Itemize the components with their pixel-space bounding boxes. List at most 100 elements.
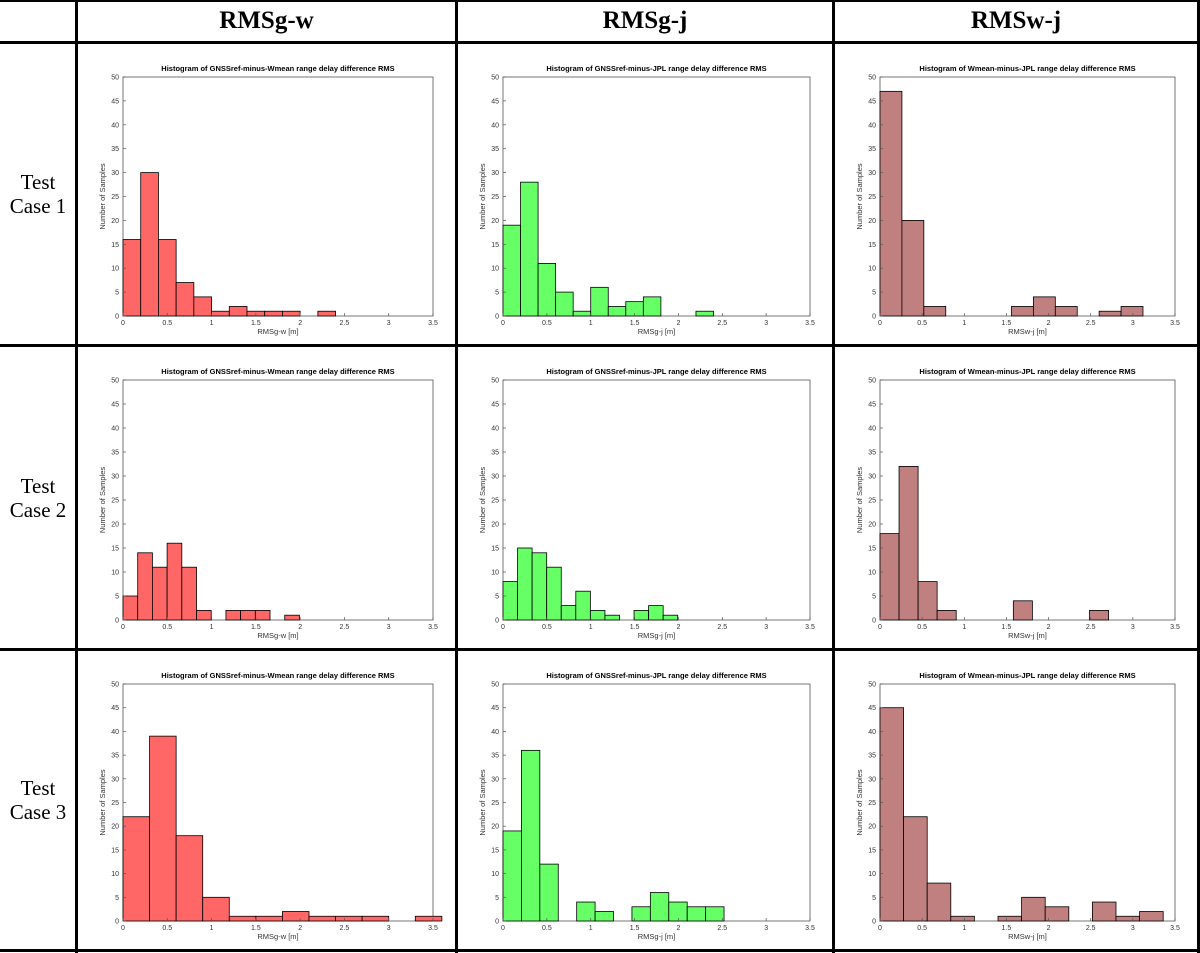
y-tick-label: 50 (491, 682, 499, 689)
y-tick-label: 10 (491, 570, 499, 577)
histogram-bar (254, 609, 271, 621)
y-tick-label: 20 (491, 522, 499, 529)
table-border-bottom (0, 949, 1200, 952)
histogram-bar (122, 595, 139, 621)
x-tick-label: 2 (676, 624, 680, 631)
y-tick-label: 20 (868, 218, 876, 225)
y-tick-label: 0 (495, 314, 499, 321)
histogram-bar (1044, 906, 1070, 922)
histogram-bar (335, 915, 363, 922)
histogram-bar (590, 286, 609, 317)
x-tick-label: 0 (878, 624, 882, 631)
x-tick-label: 2 (1047, 320, 1051, 327)
x-tick-label: 3.5 (1170, 925, 1180, 932)
x-tick-label: 1 (589, 925, 593, 932)
chart-title: Histogram of Wmean-minus-JPL range delay… (919, 64, 1135, 73)
histogram-bar (140, 172, 159, 317)
y-tick-label: 30 (491, 170, 499, 177)
y-axis-label: Number of Samples (855, 769, 864, 836)
x-tick-label: 0 (501, 925, 505, 932)
chart-cell-case-2-rms-w-j: Histogram of Wmean-minus-JPL range delay… (835, 347, 1197, 648)
histogram-bar (502, 830, 522, 922)
x-tick-label: 2 (1047, 624, 1051, 631)
histogram-bar (923, 306, 947, 317)
chart-cell-case-2-rms-g-w: Histogram of GNSSref-minus-Wmean range d… (78, 347, 455, 648)
row-header-line-1: Test (20, 473, 56, 498)
y-tick-label: 30 (868, 474, 876, 481)
y-tick-label: 30 (111, 776, 119, 783)
histogram-bar (950, 915, 975, 922)
histogram-bar (361, 915, 390, 922)
y-tick-label: 10 (491, 871, 499, 878)
x-tick-label: 1.5 (630, 925, 640, 932)
histogram-bar (122, 816, 150, 922)
y-tick-label: 20 (868, 824, 876, 831)
x-tick-label: 0 (878, 320, 882, 327)
table-border-right (1197, 0, 1200, 953)
histogram-bar (414, 915, 443, 922)
histogram-bar (137, 552, 153, 621)
chart-title: Histogram of GNSSref-minus-Wmean range d… (161, 367, 394, 376)
y-axis-label: Number of Samples (478, 467, 487, 534)
row-header-test-case-2: Test Case 2 (0, 347, 76, 648)
x-tick-label: 2.5 (1086, 320, 1096, 327)
y-tick-label: 0 (872, 314, 876, 321)
chart-title: Histogram of GNSSref-minus-Wmean range d… (161, 671, 394, 680)
x-tick-label: 3.5 (428, 925, 438, 932)
histogram-bar (517, 547, 533, 621)
table-rule-row-2 (0, 648, 1200, 651)
column-header-rms-g-w: RMSg-w (219, 7, 314, 34)
chart-title: Histogram of Wmean-minus-JPL range delay… (919, 671, 1135, 680)
histogram-bar (520, 181, 539, 317)
histogram-bar (1120, 306, 1144, 317)
y-tick-label: 5 (115, 290, 119, 297)
table-rule-row-1 (0, 344, 1200, 347)
table-border-top (0, 0, 1200, 2)
y-tick-label: 50 (111, 682, 119, 689)
histogram-bar (649, 892, 670, 922)
x-tick-label: 1 (962, 320, 966, 327)
x-tick-label: 0.5 (917, 925, 927, 932)
x-axis-label: RMSg-j [m] (638, 631, 676, 640)
y-tick-label: 25 (491, 194, 499, 201)
histogram-bar (1115, 915, 1141, 922)
histogram-bar (196, 609, 212, 621)
y-tick-label: 15 (111, 546, 119, 553)
histogram-chart: Histogram of GNSSref-minus-JPL range del… (478, 671, 815, 941)
y-tick-label: 20 (111, 218, 119, 225)
y-tick-label: 15 (491, 546, 499, 553)
histogram-bar (502, 224, 521, 317)
histogram-bar (175, 282, 195, 317)
histogram-bar (284, 614, 300, 621)
histogram-bar (1011, 306, 1034, 317)
x-tick-label: 1 (210, 925, 214, 932)
x-tick-label: 2.5 (717, 320, 727, 327)
table-rule-col-3 (832, 0, 835, 953)
chart-cell-case-1-rms-g-j: Histogram of GNSSref-minus-JPL range del… (458, 44, 832, 344)
table-rule-col-1 (75, 0, 78, 953)
histogram-bar (228, 915, 257, 922)
histogram-chart: Histogram of GNSSref-minus-Wmean range d… (98, 367, 438, 640)
histogram-bar (181, 566, 197, 621)
x-tick-label: 1 (962, 925, 966, 932)
histogram-bar (662, 614, 679, 621)
x-tick-label: 2.5 (340, 320, 350, 327)
y-axis-label: Number of Samples (855, 467, 864, 534)
histogram-bar (642, 296, 662, 317)
histogram-bar (686, 906, 707, 922)
y-axis-label: Number of Samples (855, 163, 864, 230)
y-tick-label: 5 (872, 290, 876, 297)
histogram-chart: Histogram of GNSSref-minus-JPL range del… (478, 367, 815, 640)
histogram-bar (607, 306, 627, 317)
y-tick-label: 0 (872, 919, 876, 926)
x-tick-label: 0 (501, 320, 505, 327)
histogram-bar (1054, 306, 1078, 317)
y-tick-label: 25 (111, 194, 119, 201)
x-tick-label: 0.5 (917, 320, 927, 327)
y-tick-label: 30 (111, 474, 119, 481)
y-tick-label: 30 (491, 474, 499, 481)
x-tick-label: 2 (1047, 925, 1051, 932)
x-tick-label: 2.5 (717, 925, 727, 932)
histogram-bar (166, 542, 183, 621)
